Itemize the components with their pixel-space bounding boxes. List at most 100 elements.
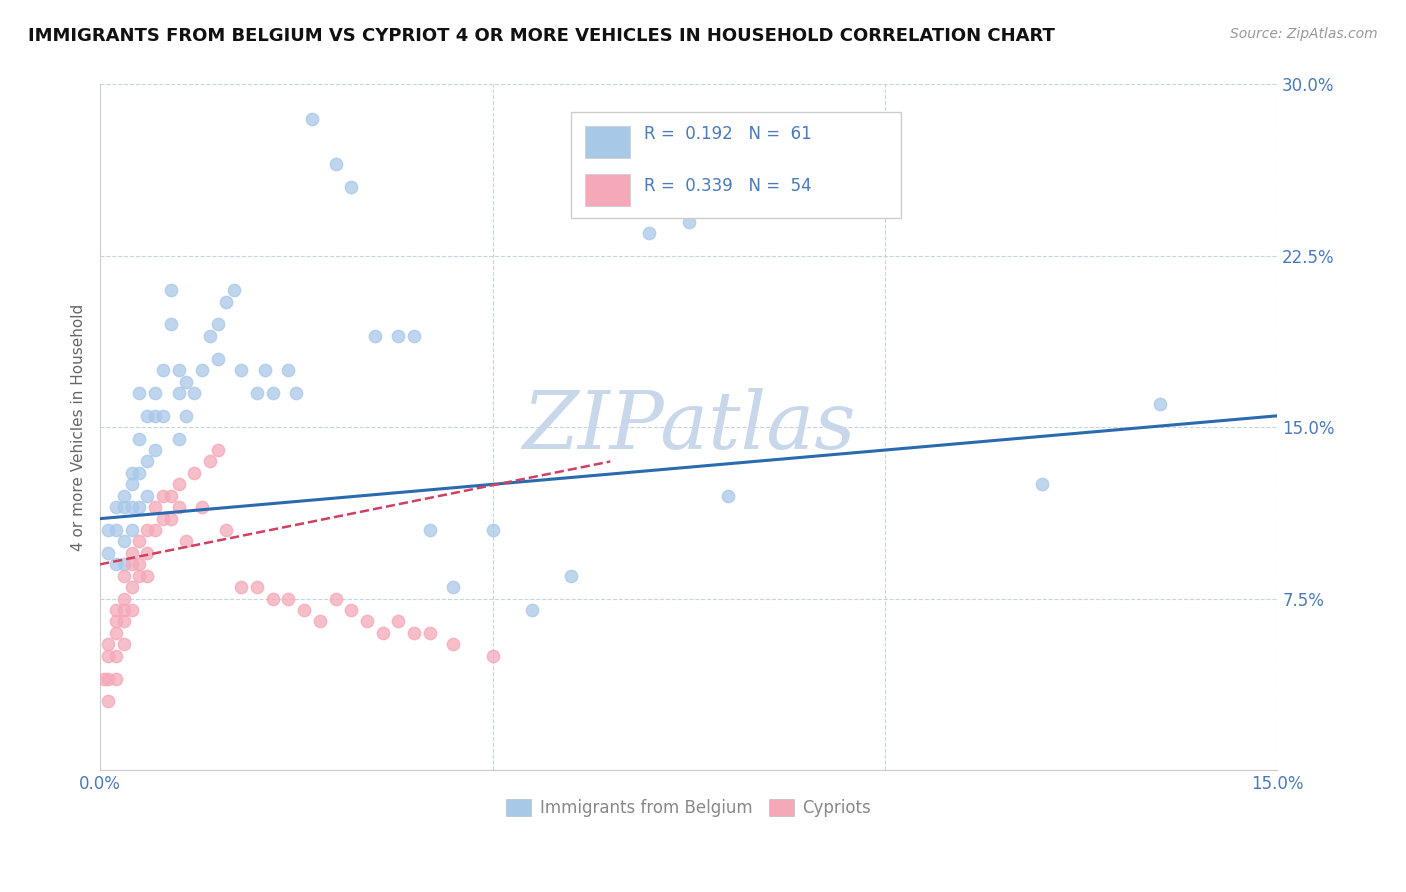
Point (262, 591, 284, 606)
Y-axis label: 4 or more Vehicles in Household: 4 or more Vehicles in Household (72, 303, 86, 551)
Point (128, 466, 150, 480)
Point (325, 591, 347, 606)
Point (167, 386, 190, 401)
Point (112, 615, 135, 629)
Point (121, 603, 143, 617)
Point (253, 363, 276, 377)
Point (167, 363, 190, 377)
Point (97, 546, 120, 560)
Point (167, 477, 190, 491)
Point (441, 580, 464, 594)
Point (246, 386, 269, 401)
Point (104, 615, 127, 629)
Point (387, 615, 409, 629)
Point (112, 558, 135, 572)
Point (402, 328, 425, 343)
Point (402, 626, 425, 640)
Point (136, 523, 159, 537)
Point (325, 157, 347, 171)
Point (143, 523, 166, 537)
Point (215, 523, 238, 537)
Point (152, 363, 174, 377)
FancyBboxPatch shape (585, 126, 630, 159)
Point (97, 637, 120, 651)
Point (104, 648, 127, 663)
Point (419, 626, 441, 640)
Point (104, 626, 127, 640)
Point (121, 580, 143, 594)
Point (222, 283, 245, 297)
Point (97, 694, 120, 708)
Point (285, 386, 308, 401)
Point (104, 603, 127, 617)
Point (128, 534, 150, 549)
Text: Source: ZipAtlas.com: Source: ZipAtlas.com (1230, 27, 1378, 41)
Point (152, 489, 174, 503)
Point (371, 626, 394, 640)
Point (277, 363, 299, 377)
Point (143, 386, 166, 401)
Point (176, 534, 198, 549)
Point (308, 615, 330, 629)
Point (112, 500, 135, 515)
Point (159, 489, 181, 503)
Point (136, 489, 159, 503)
Text: R =  0.192   N =  61: R = 0.192 N = 61 (644, 125, 811, 143)
Point (207, 351, 229, 366)
Point (121, 477, 143, 491)
Point (143, 443, 166, 458)
Point (143, 409, 166, 423)
Point (112, 591, 135, 606)
Point (340, 180, 363, 194)
Point (1149, 397, 1171, 411)
Point (104, 500, 127, 515)
Point (301, 112, 323, 126)
Point (481, 523, 503, 537)
Text: IMMIGRANTS FROM BELGIUM VS CYPRIOT 4 OR MORE VEHICLES IN HOUSEHOLD CORRELATION C: IMMIGRANTS FROM BELGIUM VS CYPRIOT 4 OR … (28, 27, 1054, 45)
Point (97, 672, 120, 686)
Point (136, 409, 159, 423)
Point (292, 603, 315, 617)
Point (231, 363, 253, 377)
Point (441, 637, 464, 651)
Point (104, 672, 127, 686)
Point (112, 637, 135, 651)
Point (198, 328, 221, 343)
Point (112, 568, 135, 582)
Point (121, 466, 143, 480)
Point (215, 294, 238, 309)
Point (167, 500, 190, 515)
Point (121, 523, 143, 537)
Point (387, 328, 409, 343)
Point (136, 454, 159, 468)
Point (136, 546, 159, 560)
Point (159, 511, 181, 525)
Point (112, 534, 135, 549)
Point (176, 409, 198, 423)
Point (152, 409, 174, 423)
Point (97, 523, 120, 537)
Point (104, 523, 127, 537)
Point (128, 386, 150, 401)
Point (481, 648, 503, 663)
Point (159, 283, 181, 297)
Point (277, 591, 299, 606)
Text: R =  0.339   N =  54: R = 0.339 N = 54 (644, 177, 811, 195)
Point (364, 328, 387, 343)
Point (112, 603, 135, 617)
Point (262, 386, 284, 401)
Point (520, 603, 543, 617)
Point (121, 500, 143, 515)
Point (183, 386, 205, 401)
Point (93, 672, 115, 686)
Point (207, 318, 229, 332)
Point (112, 489, 135, 503)
Point (121, 546, 143, 560)
Point (246, 580, 269, 594)
Point (207, 443, 229, 458)
Point (560, 568, 582, 582)
Point (198, 454, 221, 468)
Point (191, 363, 214, 377)
Point (128, 568, 150, 582)
Point (717, 489, 740, 503)
